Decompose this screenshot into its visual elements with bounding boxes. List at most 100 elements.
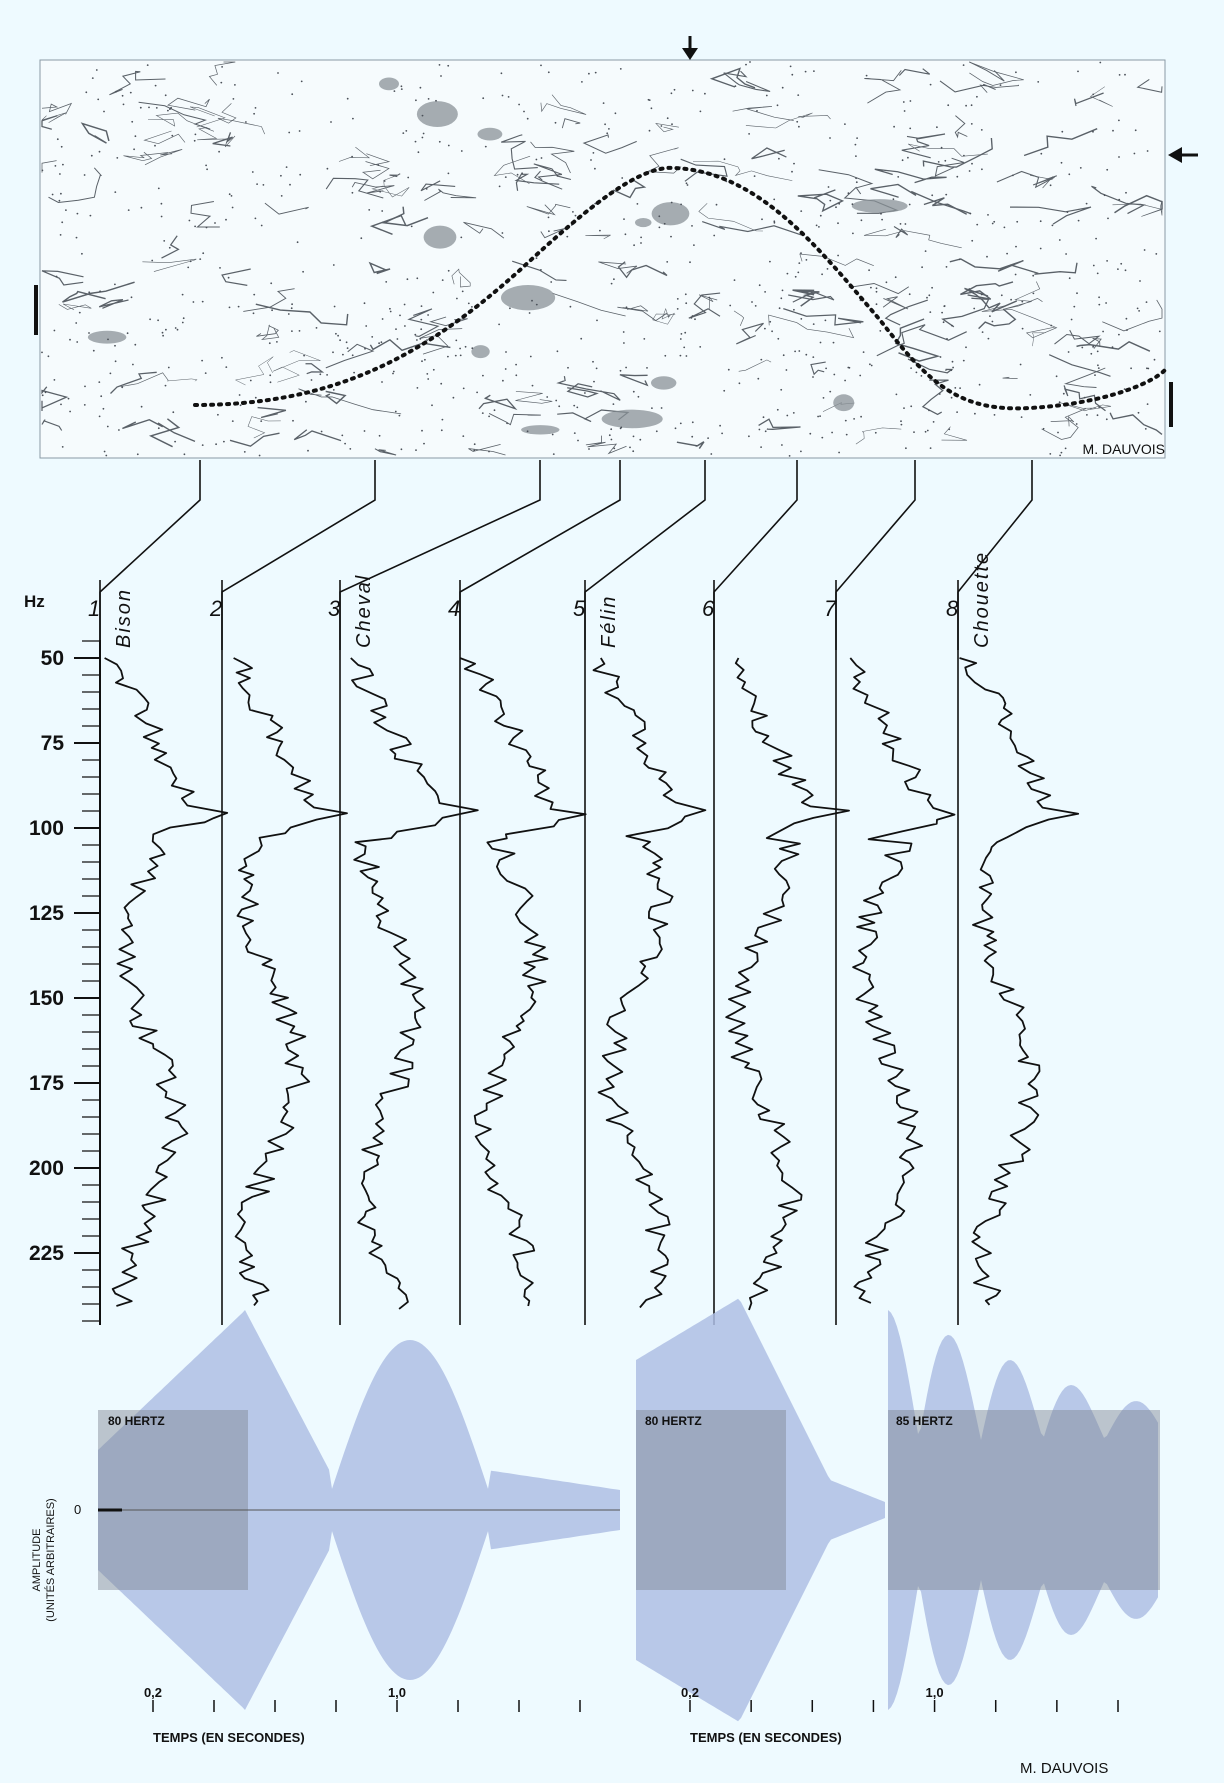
map-crack — [941, 426, 968, 441]
map-stipple — [435, 99, 437, 102]
map-stipple — [989, 315, 991, 317]
map-stipple — [623, 218, 625, 221]
map-stipple — [149, 318, 152, 321]
box-label-right-b: 85 HERTZ — [896, 1414, 953, 1428]
map-stipple — [680, 203, 682, 206]
map-stipple — [647, 98, 650, 101]
map-stipple — [713, 234, 716, 237]
map-crack — [540, 94, 587, 115]
map-stipple — [460, 150, 463, 152]
map-patch — [634, 218, 652, 228]
map-stipple — [447, 269, 450, 272]
map-stipple — [550, 281, 553, 283]
map-stipple — [566, 235, 569, 238]
map-stipple — [254, 217, 257, 220]
map-stipple — [507, 96, 510, 98]
map-stipple — [584, 392, 586, 394]
trace-number: 6 — [702, 596, 715, 621]
map-stipple — [786, 414, 789, 417]
map-stipple — [140, 206, 143, 209]
map-stipple — [792, 412, 795, 414]
map-crack — [981, 304, 1058, 339]
map-stipple — [447, 355, 449, 358]
map-stipple — [360, 237, 363, 240]
map-stipple — [447, 172, 450, 175]
waveform-right-a — [636, 1298, 885, 1722]
map-stipple — [126, 332, 129, 335]
map-stipple — [685, 182, 688, 185]
map-stipple — [1060, 161, 1063, 164]
map-stipple — [289, 183, 291, 186]
map-crack — [351, 181, 395, 194]
map-crack — [1003, 281, 1043, 310]
map-stipple — [407, 176, 410, 179]
map-stipple — [392, 372, 394, 375]
map-stipple — [608, 434, 611, 437]
map-stipple — [269, 374, 272, 377]
map-crack — [451, 268, 471, 288]
map-stipple — [225, 366, 228, 368]
map-stipple — [421, 360, 423, 363]
map-stipple — [1123, 388, 1126, 390]
map-crack — [1048, 354, 1111, 377]
map-stipple — [1106, 260, 1108, 262]
map-stipple — [337, 334, 339, 337]
map-stipple — [164, 94, 167, 97]
map-stipple — [139, 106, 142, 109]
map-stipple — [788, 455, 791, 457]
cave-wall-map: M. DAUVOIS — [34, 36, 1198, 459]
map-stipple — [515, 374, 518, 377]
map-stipple — [674, 427, 677, 430]
map-stipple — [345, 341, 348, 344]
map-stipple — [1085, 202, 1088, 205]
map-stipple — [271, 309, 273, 312]
map-stipple — [829, 137, 831, 139]
map-crack — [429, 316, 468, 327]
map-stipple — [962, 359, 965, 362]
map-crack — [783, 308, 864, 326]
map-crack — [655, 123, 679, 133]
map-stipple — [253, 112, 256, 115]
trace-number: 4 — [448, 596, 460, 621]
map-stipple — [826, 268, 829, 270]
map-patch — [521, 425, 560, 435]
map-stipple — [269, 381, 272, 384]
amplitude-label: AMPLITUDE — [31, 1529, 43, 1592]
map-stipple — [1058, 239, 1061, 241]
map-stipple — [1037, 81, 1040, 83]
map-stipple — [1015, 71, 1017, 74]
map-crack — [1064, 367, 1106, 388]
map-stipple — [194, 133, 197, 136]
map-stipple — [632, 450, 635, 453]
map-stipple — [780, 297, 783, 300]
map-stipple — [416, 339, 418, 341]
map-crack — [142, 258, 197, 272]
map-stipple — [1029, 394, 1032, 396]
map-crack — [41, 115, 58, 130]
trace-number: 3 — [328, 596, 341, 621]
map-crack — [1109, 412, 1163, 435]
map-stipple — [838, 451, 840, 454]
trace-number: 5 — [573, 596, 586, 621]
map-stipple — [762, 416, 765, 419]
map-stipple — [447, 64, 450, 67]
map-stipple — [310, 379, 313, 381]
map-stipple — [498, 185, 501, 188]
map-stipple — [215, 443, 218, 446]
map-stipple — [829, 390, 832, 393]
map-stipple — [908, 293, 911, 296]
trace-number: 1 — [88, 596, 100, 621]
map-stipple — [1096, 414, 1099, 417]
map-stipple — [1125, 317, 1128, 320]
map-stipple — [910, 367, 912, 369]
map-stipple — [685, 355, 688, 357]
axis-tick-label: 175 — [29, 1072, 64, 1095]
map-patch — [378, 77, 399, 91]
map-stipple — [381, 381, 383, 383]
map-stipple — [1118, 156, 1120, 158]
map-crack — [882, 296, 909, 310]
map-stipple — [844, 123, 846, 125]
map-stipple — [895, 393, 898, 396]
map-crack — [305, 363, 325, 375]
map-stipple — [606, 132, 609, 135]
